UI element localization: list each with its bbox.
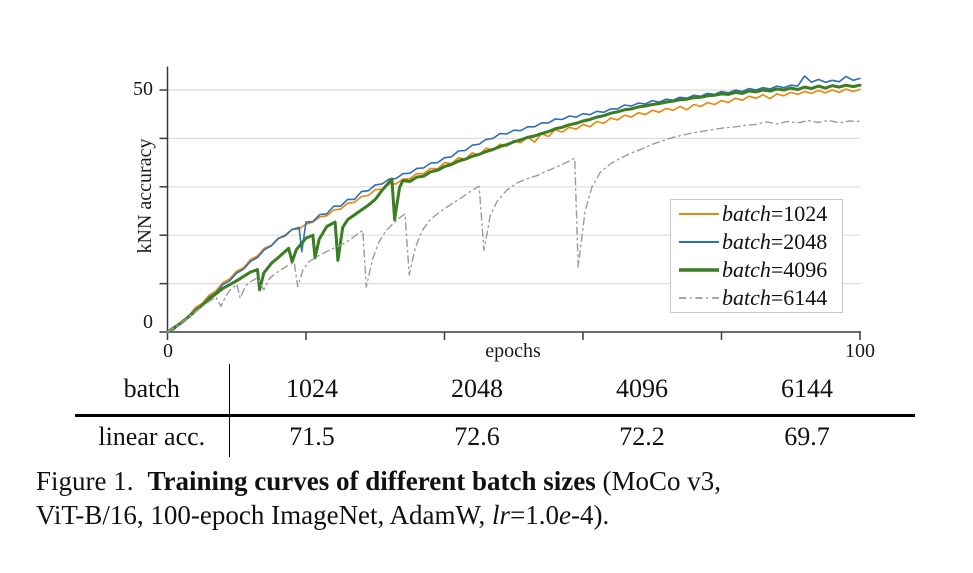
table-row: linear acc. 71.5 72.6 72.2 69.7: [75, 417, 915, 457]
caption-bold-text: Training curves of different batch sizes: [147, 466, 596, 496]
table-cell: 71.5: [289, 422, 335, 451]
x-tick-label-0: 0: [163, 340, 173, 362]
legend-label-italic: batch: [722, 201, 771, 226]
table-cell: 69.7: [784, 422, 830, 451]
legend-entry: batch =6144: [671, 285, 842, 311]
y-tick-label-0: 0: [143, 311, 153, 333]
series-batch=4096: [166, 83, 862, 334]
table-cell: 4096: [616, 374, 668, 403]
x-tick-label-100: 100: [845, 340, 875, 362]
legend-label-value: =4096: [770, 257, 828, 282]
caption-line2-start: ViT-B/16, 100-epoch ImageNet, AdamW,: [36, 500, 493, 530]
legend-label-italic: batch: [722, 285, 771, 310]
table-cell: 72.2: [619, 422, 665, 451]
caption-line1-tail: (MoCo v3,: [595, 466, 721, 496]
legend-label-italic: batch: [722, 229, 771, 254]
table-cell: 1024: [286, 374, 338, 403]
legend-label-italic: batch: [722, 257, 771, 282]
table-row-label: linear acc.: [75, 417, 230, 457]
legend-label-value: =1024: [770, 201, 828, 226]
caption-e-italic: e: [559, 500, 572, 530]
caption-line2-tail: -4).: [571, 500, 610, 530]
legend-entry: batch =2048: [671, 229, 842, 255]
table-cell: 2048: [451, 374, 503, 403]
results-table: batch 1024 2048 4096 6144 linear acc. 71…: [75, 364, 915, 457]
table-header-label: batch: [75, 364, 230, 414]
table-cell: 6144: [781, 374, 833, 403]
legend-line-sample: [679, 268, 719, 272]
y-tick-label-50: 50: [133, 78, 153, 100]
series-batch=2048: [166, 75, 861, 333]
caption-figure-label: Figure 1.: [36, 466, 134, 496]
training-curves-plot: [159, 66, 862, 340]
y-axis-label: kNN accuracy: [134, 138, 156, 254]
caption-lr-eq: =1.0: [510, 500, 560, 530]
figure-caption: Figure 1. Training curves of different ba…: [36, 464, 941, 532]
table-row: batch 1024 2048 4096 6144: [75, 364, 915, 414]
legend-label-value: =2048: [770, 229, 828, 254]
legend-line-sample: [679, 241, 719, 243]
legend-entry: batch =4096: [671, 257, 842, 283]
caption-lr-italic: lr: [492, 500, 511, 530]
chart-legend: batch =1024 batch =2048 batch =4096 batch =6144: [670, 199, 843, 313]
series-batch=6144: [166, 119, 861, 333]
legend-line-sample: [679, 297, 719, 299]
x-axis-label: epochs: [485, 340, 541, 362]
legend-line-sample: [679, 213, 719, 215]
table-rule: [75, 414, 915, 417]
legend-entry: batch =1024: [671, 201, 842, 227]
legend-label-value: =6144: [770, 285, 828, 310]
table-cell: 72.6: [454, 422, 500, 451]
